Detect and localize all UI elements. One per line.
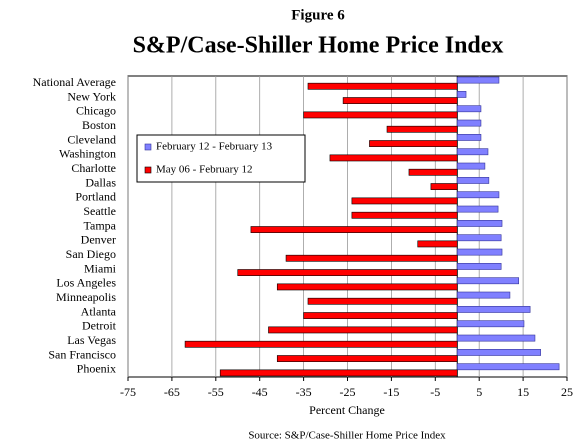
y-tick-label: New York — [67, 89, 116, 103]
bar — [456, 363, 560, 371]
bar — [456, 248, 503, 256]
bar — [219, 369, 458, 377]
y-tick-label: Detroit — [82, 319, 117, 333]
bar — [351, 211, 458, 219]
y-tick-label: Washington — [59, 147, 116, 161]
y-tick-label: Atlanta — [81, 304, 117, 318]
y-tick-label: Miami — [84, 261, 117, 275]
y-tick-label: Cleveland — [67, 132, 116, 146]
legend-label: May 06 - February 12 — [156, 164, 253, 176]
bar — [307, 297, 458, 305]
bar — [268, 326, 458, 334]
x-tick-label: 15 — [517, 385, 529, 399]
bar — [456, 349, 541, 356]
x-tick-label: -75 — [120, 385, 136, 399]
bar — [250, 226, 458, 233]
bar — [303, 312, 458, 319]
bar — [456, 191, 500, 199]
bar — [276, 355, 458, 362]
y-tick-label: Dallas — [85, 175, 116, 189]
legend-swatch — [144, 143, 152, 151]
bar — [237, 269, 458, 276]
bar — [342, 97, 458, 104]
legend-label: February 12 - February 13 — [156, 141, 273, 153]
bar — [456, 119, 482, 127]
y-tick-label: Las Vegas — [67, 333, 116, 347]
chart-title: S&P/Case-Shiller Home Price Index — [133, 33, 504, 59]
bar — [456, 291, 511, 299]
x-tick-label: -5 — [430, 385, 440, 399]
bar — [456, 220, 503, 227]
bar — [329, 154, 458, 162]
bar — [456, 234, 502, 242]
y-tick-label: Portland — [75, 190, 116, 204]
bar — [303, 111, 458, 119]
bar — [456, 320, 525, 328]
source-note: Source: S&P/Case-Shiller Home Price Inde… — [248, 430, 446, 442]
y-tick-label: Los Angeles — [56, 276, 116, 290]
bar — [369, 140, 458, 147]
bar — [456, 277, 520, 285]
legend-box — [136, 134, 306, 183]
y-tick-label: National Average — [33, 75, 116, 89]
x-tick-label: -45 — [252, 385, 268, 399]
y-tick-label: Phoenix — [77, 362, 116, 376]
bar — [351, 197, 458, 205]
y-tick-label: Charlotte — [71, 161, 116, 175]
bar — [408, 168, 458, 176]
bar — [184, 340, 458, 348]
figure-label: Figure 6 — [291, 7, 345, 23]
bar — [456, 134, 482, 141]
bar — [456, 205, 499, 213]
x-tick-label: 25 — [561, 385, 573, 399]
y-tick-label: Boston — [82, 118, 116, 132]
legend-swatch — [144, 166, 152, 174]
bar — [456, 148, 489, 156]
bar — [456, 177, 490, 184]
x-tick-label: 5 — [476, 385, 482, 399]
bar — [386, 125, 458, 133]
y-tick-label: Minneapolis — [56, 290, 116, 304]
y-tick-label: Denver — [81, 233, 116, 247]
bar — [456, 306, 531, 313]
y-tick-label: Tampa — [84, 218, 117, 232]
x-axis-label: Percent Change — [309, 403, 385, 417]
bar — [456, 76, 500, 84]
bar — [307, 82, 458, 90]
x-tick-label: -65 — [164, 385, 180, 399]
bar — [285, 254, 458, 262]
x-tick-label: -25 — [340, 385, 356, 399]
y-tick-label: Chicago — [76, 104, 116, 118]
x-tick-label: -35 — [296, 385, 312, 399]
bar — [456, 263, 502, 270]
bar — [276, 283, 458, 291]
y-tick-label: San Francisco — [48, 347, 116, 361]
y-tick-label: San Diego — [66, 247, 116, 261]
bar — [456, 91, 467, 98]
bar — [417, 240, 458, 248]
x-tick-label: -55 — [208, 385, 224, 399]
bar — [430, 183, 458, 190]
x-tick-label: -15 — [383, 385, 399, 399]
bar — [456, 105, 482, 113]
bar — [456, 162, 486, 170]
bar — [456, 334, 536, 342]
y-tick-label: Seattle — [83, 204, 116, 218]
